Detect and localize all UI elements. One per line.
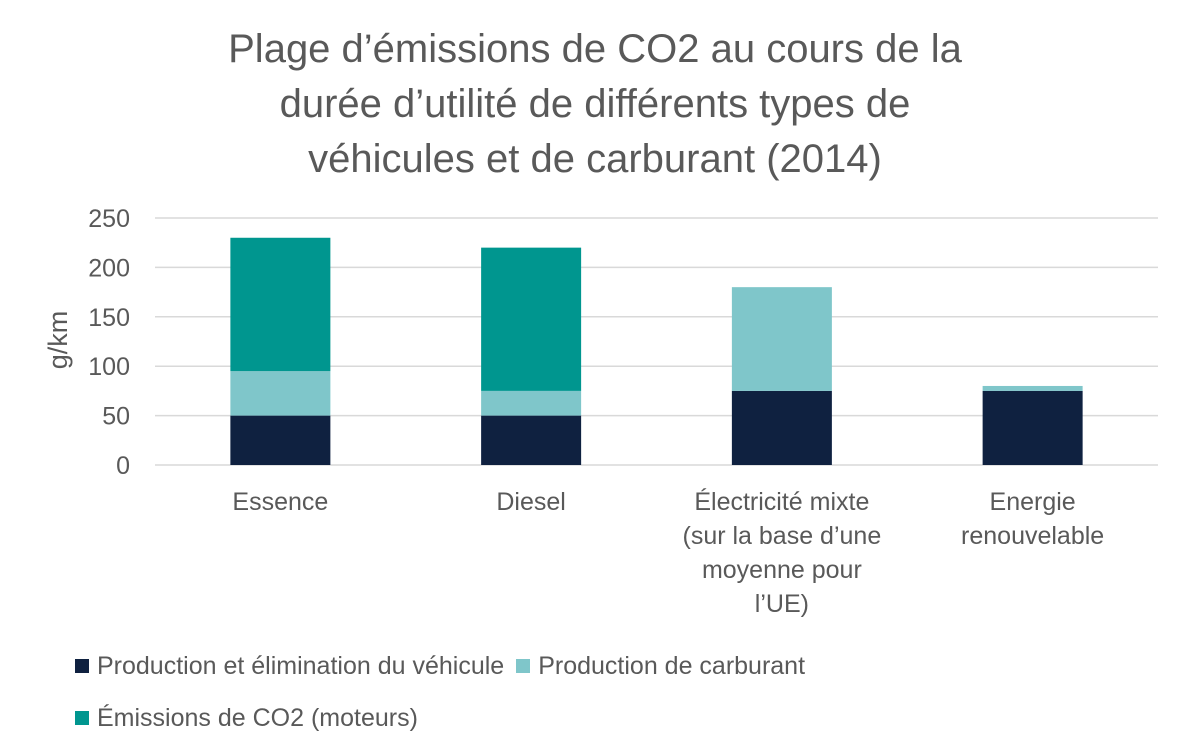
y-tick-label: 250 (88, 205, 130, 233)
bar-segment (481, 390, 582, 416)
legend-row: Émissions de CO2 (moteurs) (75, 692, 1125, 744)
y-tick-label: 50 (102, 403, 130, 431)
legend-item-engine: Émissions de CO2 (moteurs) (75, 704, 418, 733)
bar-segment (481, 247, 582, 391)
chart-title: Plage d’émissions de CO2 au cours de la … (60, 22, 1130, 187)
y-axis-title: g/km (43, 311, 73, 370)
y-tick-label: 100 (88, 353, 130, 381)
bar-segment (731, 390, 832, 465)
legend-swatch-fuel (516, 659, 531, 673)
bar-segment (230, 237, 331, 372)
y-tick-labels: 0 50 100 150 200 250 (88, 205, 130, 480)
bar-segment (481, 415, 582, 465)
bar-segment (230, 415, 331, 465)
legend-label-engine: Émissions de CO2 (moteurs) (97, 703, 418, 732)
legend-swatch-vehicle (75, 659, 89, 673)
bar-segment (731, 287, 832, 391)
bar-segment (982, 385, 1083, 391)
y-tick-label: 0 (116, 452, 130, 480)
category-label: Energie renouvelable (961, 488, 1104, 550)
bars (230, 237, 1083, 465)
y-tick-label: 200 (88, 254, 130, 282)
category-label: Électricité mixte (sur la base d’une moyen… (683, 487, 882, 618)
y-tick-label: 150 (88, 304, 130, 332)
bar-segment (230, 371, 331, 416)
chart-title-line-2: durée d’utilité de différents types de (279, 82, 911, 126)
legend-row: Production et élimination du véhicule Pr… (75, 640, 1125, 692)
legend-label-vehicle: Production et élimination du véhicule (97, 651, 505, 680)
category-labels: Essence Diesel Électricité mixte (sur la ba… (232, 487, 1104, 618)
legend-item-vehicle: Production et élimination du véhicule (75, 652, 504, 681)
legend-item-fuel: Production de carburant (516, 652, 805, 681)
bar-segment (982, 390, 1083, 465)
category-label: Essence (232, 488, 328, 516)
chart-title-line-1: Plage d’émissions de CO2 au cours de la (228, 27, 962, 71)
category-label: Diesel (496, 488, 565, 516)
stacked-bar-chart: 0 50 100 150 200 250 Essence Diesel Électricité… (43, 205, 1158, 618)
legend-swatch-engine (75, 711, 89, 725)
legend: Production et élimination du véhicule Pr… (75, 640, 1125, 744)
chart-title-line-3: véhicules et de carburant (2014) (308, 137, 882, 181)
legend-label-fuel: Production de carburant (538, 651, 806, 680)
